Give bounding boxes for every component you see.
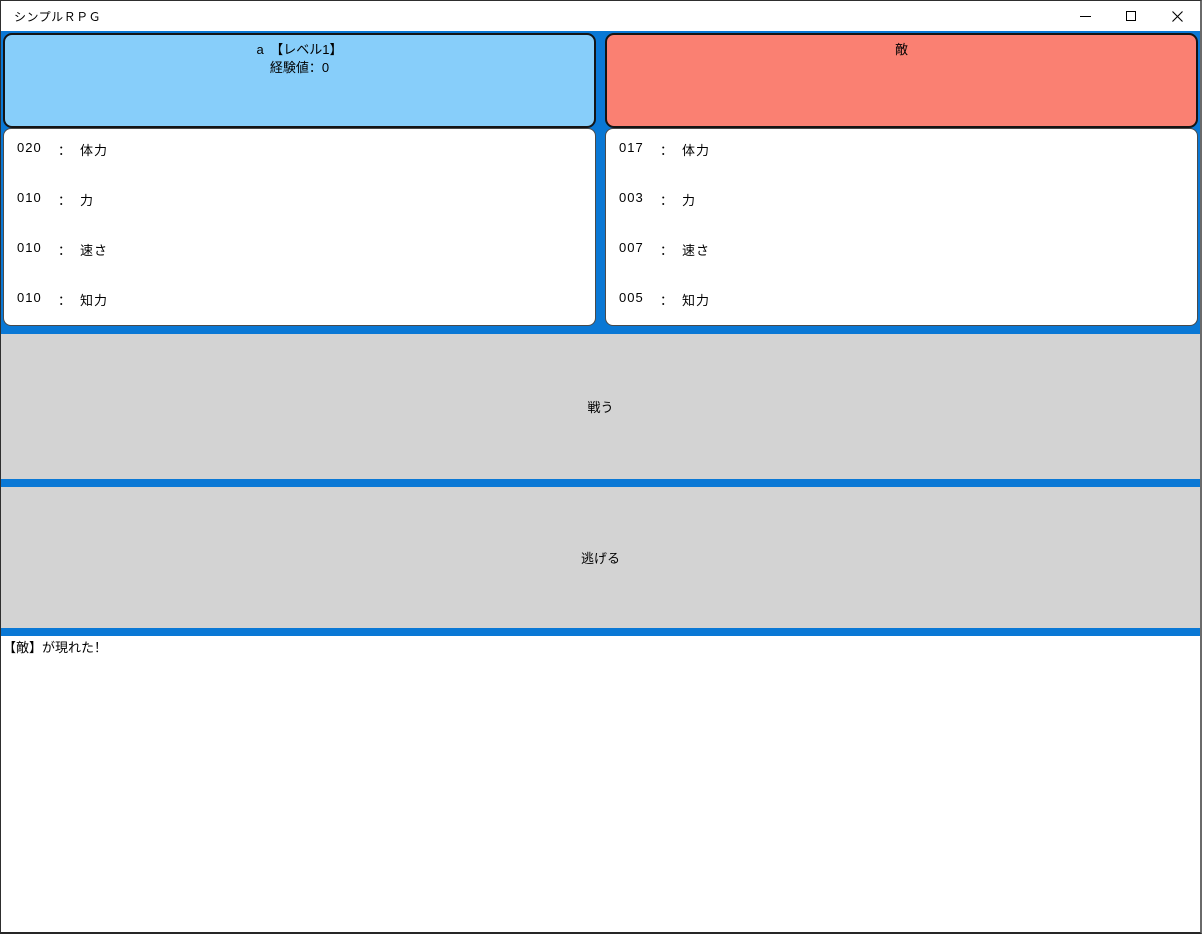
player-name-level: a 【レベル1】 xyxy=(256,42,343,57)
player-exp: 経験値：0 xyxy=(269,60,330,75)
stat-value: 003 xyxy=(619,190,644,205)
stat-value: 010 xyxy=(17,190,42,205)
close-button[interactable] xyxy=(1154,1,1200,31)
player-header: a 【レベル1】 経験値：0 xyxy=(3,33,596,128)
player-stats: 020 ： 体力 010 ： 力 010 ： 速さ xyxy=(3,128,596,326)
stat-value: 020 xyxy=(17,140,42,155)
player-stat-intelligence: 010 ： 知力 xyxy=(4,280,595,325)
minimize-icon xyxy=(1079,15,1091,17)
enemy-header: 敵 xyxy=(605,33,1198,128)
stat-label: 速さ xyxy=(80,243,109,258)
stat-value: 007 xyxy=(619,240,644,255)
enemy-stat-hp: 017 ： 体力 xyxy=(606,130,1197,180)
stat-label: 知力 xyxy=(80,293,109,308)
maximize-icon xyxy=(1126,11,1136,21)
maximize-button[interactable] xyxy=(1108,1,1154,31)
title-bar[interactable]: シンプルＲＰＧ xyxy=(1,1,1200,31)
stat-separator: ： xyxy=(660,143,674,158)
battle-log: 【敵】が現れた！ xyxy=(1,636,1200,932)
stat-value: 005 xyxy=(619,290,644,305)
stat-label: 体力 xyxy=(80,143,109,158)
stat-separator: ： xyxy=(58,243,72,258)
enemy-stat-speed: 007 ： 速さ xyxy=(606,230,1197,280)
stat-label: 速さ xyxy=(682,243,711,258)
stat-value: 010 xyxy=(17,240,42,255)
stat-value: 017 xyxy=(619,140,644,155)
player-panel: a 【レベル1】 経験値：0 020 ： 体力 010 ： 力 0 xyxy=(3,33,596,326)
stat-separator: ： xyxy=(660,293,674,308)
enemy-stat-strength: 003 ： 力 xyxy=(606,180,1197,230)
fight-button[interactable]: 戦う xyxy=(1,334,1200,479)
stat-value: 010 xyxy=(17,290,42,305)
enemy-panel: 敵 017 ： 体力 003 ： 力 007 ： xyxy=(605,33,1198,326)
window-title: シンプルＲＰＧ xyxy=(14,9,102,24)
close-icon xyxy=(1171,10,1183,22)
player-stat-hp: 020 ： 体力 xyxy=(4,130,595,180)
stat-separator: ： xyxy=(660,193,674,208)
stat-label: 力 xyxy=(682,193,697,208)
stat-label: 体力 xyxy=(682,143,711,158)
status-panels-row: a 【レベル1】 経験値：0 020 ： 体力 010 ： 力 0 xyxy=(3,33,1198,326)
stat-separator: ： xyxy=(58,193,72,208)
game-content: a 【レベル1】 経験値：0 020 ： 体力 010 ： 力 0 xyxy=(1,31,1200,932)
enemy-title: 敵 xyxy=(894,42,908,57)
run-button[interactable]: 逃げる xyxy=(1,487,1200,628)
battle-log-message: 【敵】が現れた！ xyxy=(3,640,108,655)
stat-label: 知力 xyxy=(682,293,711,308)
enemy-stat-intelligence: 005 ： 知力 xyxy=(606,280,1197,325)
stat-separator: ： xyxy=(58,293,72,308)
minimize-button[interactable] xyxy=(1062,1,1108,31)
stat-separator: ： xyxy=(58,143,72,158)
player-stat-speed: 010 ： 速さ xyxy=(4,230,595,280)
stat-label: 力 xyxy=(80,193,95,208)
stat-separator: ： xyxy=(660,243,674,258)
player-stat-strength: 010 ： 力 xyxy=(4,180,595,230)
enemy-stats: 017 ： 体力 003 ： 力 007 ： 速さ xyxy=(605,128,1198,326)
